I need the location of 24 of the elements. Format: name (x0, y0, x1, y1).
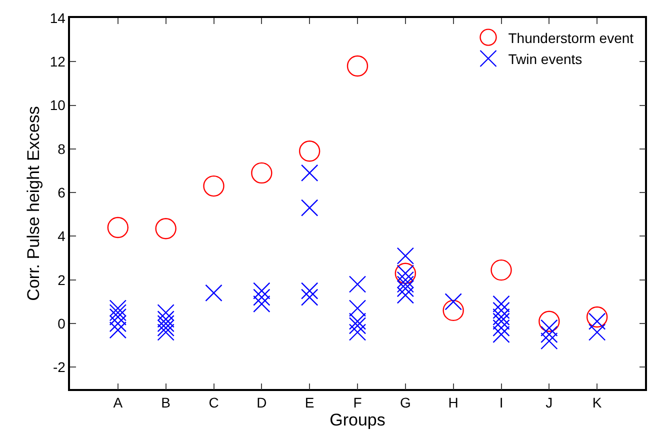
legend-label: Twin events (508, 50, 582, 67)
legend-label: Thunderstorm event (508, 30, 634, 46)
y-tick-label: 2 (58, 272, 66, 288)
y-tick-label: 12 (50, 54, 66, 70)
x-axis-title: Groups (330, 410, 386, 430)
x-tick-label: E (304, 394, 314, 411)
y-tick-label: 10 (50, 97, 66, 114)
y-tick-label: 14 (50, 10, 66, 26)
y-tick-label: 8 (58, 140, 66, 157)
x-tick-label: G (400, 394, 411, 411)
x-tick-label: D (256, 394, 267, 411)
x-tick-label: B (161, 394, 170, 411)
y-tick-label: 4 (58, 228, 66, 244)
y-axis-title: Corr. Pulse height Excess (24, 106, 43, 301)
x-tick-label: C (208, 394, 219, 411)
y-tick-label: -2 (52, 359, 66, 376)
x-tick-label: A (113, 394, 124, 411)
x-tick-label: F (353, 394, 362, 411)
x-tick-label: K (592, 394, 602, 411)
x-tick-label: J (546, 394, 553, 411)
x-tick-label: I (499, 394, 504, 411)
y-tick-label: 0 (58, 315, 66, 332)
y-tick-label: 6 (58, 184, 66, 200)
x-tick-label: H (448, 394, 458, 411)
